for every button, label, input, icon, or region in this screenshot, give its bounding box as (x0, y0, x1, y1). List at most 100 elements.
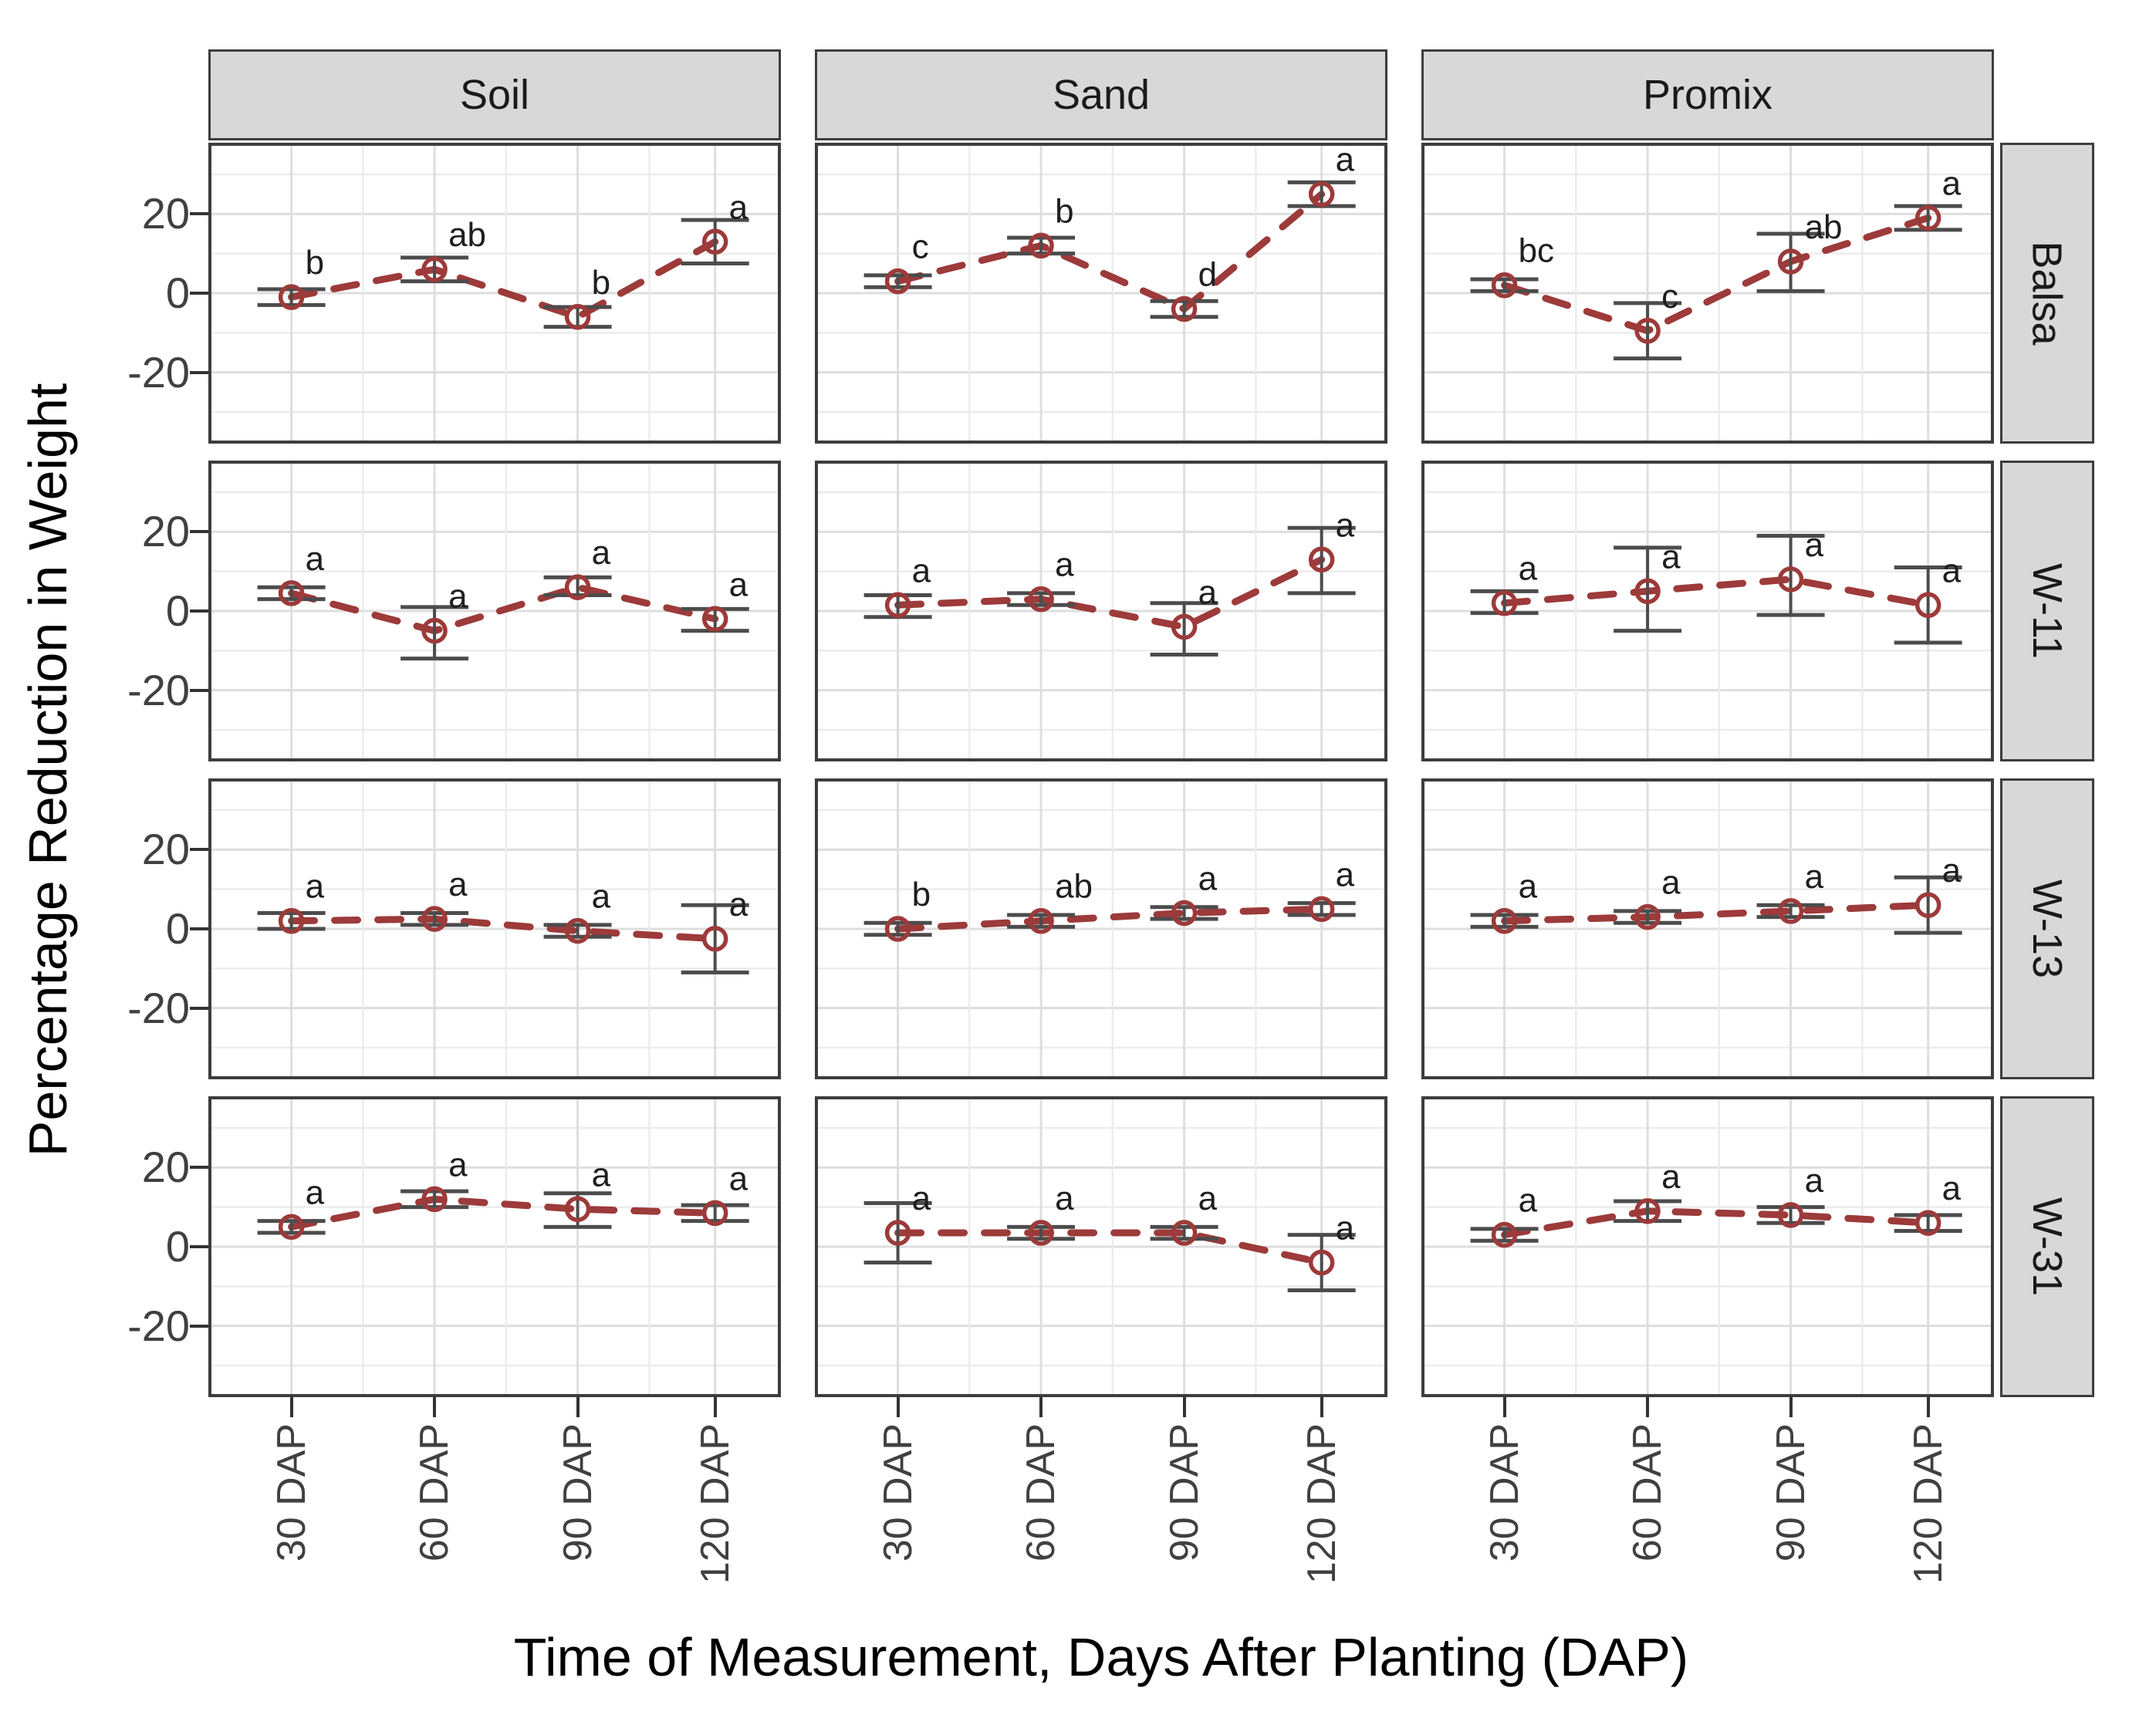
significance-letter: a (1661, 1158, 1681, 1196)
panel-border (815, 143, 1387, 444)
x-tick-label: 90 DAP (556, 1423, 600, 1562)
significance-letter: a (1336, 856, 1355, 893)
significance-letter: a (1805, 858, 1824, 896)
panel-W-11-Promix: a a aa (1421, 461, 1994, 761)
y-tick-mark (190, 212, 208, 215)
data-point (1028, 1220, 1054, 1246)
significance-letter: d (1198, 256, 1217, 294)
series-line (1501, 214, 1932, 335)
x-tick-label: 120 DAP (1299, 1423, 1344, 1585)
facet-row-strip-balsa: Balsa (2000, 143, 2094, 444)
y-tick-label: -20 (127, 348, 190, 397)
data-point (1171, 1220, 1198, 1246)
data-point (564, 1196, 591, 1222)
x-tick-label: 90 DAP (1162, 1423, 1207, 1562)
data-point (1914, 592, 1941, 619)
data-point (701, 926, 728, 952)
data-point (421, 617, 448, 644)
x-tick-mark (1789, 1397, 1793, 1417)
significance-letter: a (1198, 1180, 1218, 1217)
y-tick-mark (190, 1166, 208, 1169)
data-point (1308, 546, 1335, 573)
y-tick-mark (190, 1325, 208, 1328)
panel-W-13-Sand: b ab a a (815, 778, 1387, 1079)
significance-letter: a (1942, 552, 1962, 589)
panel-border (1421, 1096, 1994, 1397)
x-tick-mark (1927, 1397, 1930, 1417)
y-tick-mark (190, 848, 208, 851)
data-point (701, 1200, 728, 1227)
y-tick-mark (190, 371, 208, 374)
significance-letter: a (1198, 859, 1218, 897)
data-point (1914, 204, 1941, 231)
data-point (1028, 586, 1054, 613)
x-tick-mark (1503, 1397, 1506, 1417)
data-point (1914, 1210, 1941, 1236)
significance-letter: a (1336, 506, 1355, 544)
data-point (1491, 907, 1518, 934)
significance-letter: a (1519, 1182, 1538, 1220)
significance-letter: a (1942, 852, 1962, 890)
significance-letter: a (1055, 546, 1074, 584)
panel-border (1421, 143, 1994, 444)
series-line (894, 905, 1326, 933)
facet-column-strip-sand: Sand (815, 49, 1387, 140)
significance-letter: a (729, 1160, 749, 1197)
y-tick-label: 20 (141, 507, 190, 555)
data-point (1028, 232, 1054, 259)
data-point (1777, 566, 1804, 592)
x-tick-mark (1646, 1397, 1649, 1417)
data-point (278, 907, 305, 934)
data-point (278, 580, 305, 606)
data-point (1634, 1198, 1661, 1224)
data-point (1028, 907, 1054, 934)
significance-letter: a (1805, 526, 1824, 564)
significance-letter: a (1942, 1170, 1962, 1207)
series-line (894, 1229, 1326, 1266)
series-line (894, 555, 1326, 631)
data-point (701, 228, 728, 255)
significance-letter: a (1336, 143, 1355, 179)
y-tick-mark (190, 1245, 208, 1248)
x-tick-mark (1183, 1397, 1186, 1417)
panel-Balsa-Soil: b ab b a (208, 143, 781, 444)
significance-letter: ab (448, 216, 486, 254)
significance-letter: a (1198, 574, 1218, 612)
significance-letter: c (1661, 278, 1678, 316)
significance-letter: a (729, 565, 749, 603)
data-point (421, 256, 448, 282)
y-tick-label: 20 (141, 1143, 190, 1191)
data-point (278, 1214, 305, 1241)
panel-Balsa-Promix: bc c ab a (1421, 143, 1994, 444)
significance-letter: a (912, 1180, 931, 1217)
significance-letter: b (912, 876, 931, 913)
facet-row-label: W-11 (2024, 562, 2070, 660)
data-point (884, 268, 911, 295)
x-tick-mark (576, 1397, 580, 1417)
y-tick-mark (190, 1007, 208, 1010)
significance-letter: a (306, 868, 325, 906)
facet-row-strip-w11: W-11 (2000, 461, 2094, 761)
facet-row-label: Balsa (2024, 241, 2070, 346)
significance-letter: a (592, 1156, 611, 1193)
significance-letter: ab (1055, 868, 1093, 906)
significance-letter: a (448, 578, 468, 616)
y-tick-label: 0 (165, 1222, 190, 1271)
panel-border (815, 1096, 1387, 1397)
data-point (1491, 589, 1518, 616)
significance-letter: a (592, 534, 611, 572)
significance-letter: a (1805, 1162, 1824, 1200)
data-point (564, 917, 591, 944)
data-point (564, 304, 591, 330)
significance-letter: a (729, 886, 749, 923)
x-tick-mark (433, 1397, 436, 1417)
x-tick-label: 120 DAP (693, 1423, 738, 1585)
x-tick-label: 30 DAP (876, 1423, 921, 1562)
series-line (288, 915, 719, 943)
panel-Balsa-Sand: c b d a (815, 143, 1387, 444)
series-line (1501, 901, 1932, 925)
y-tick-label: 0 (165, 268, 190, 317)
x-tick-label: 30 DAP (269, 1423, 314, 1562)
